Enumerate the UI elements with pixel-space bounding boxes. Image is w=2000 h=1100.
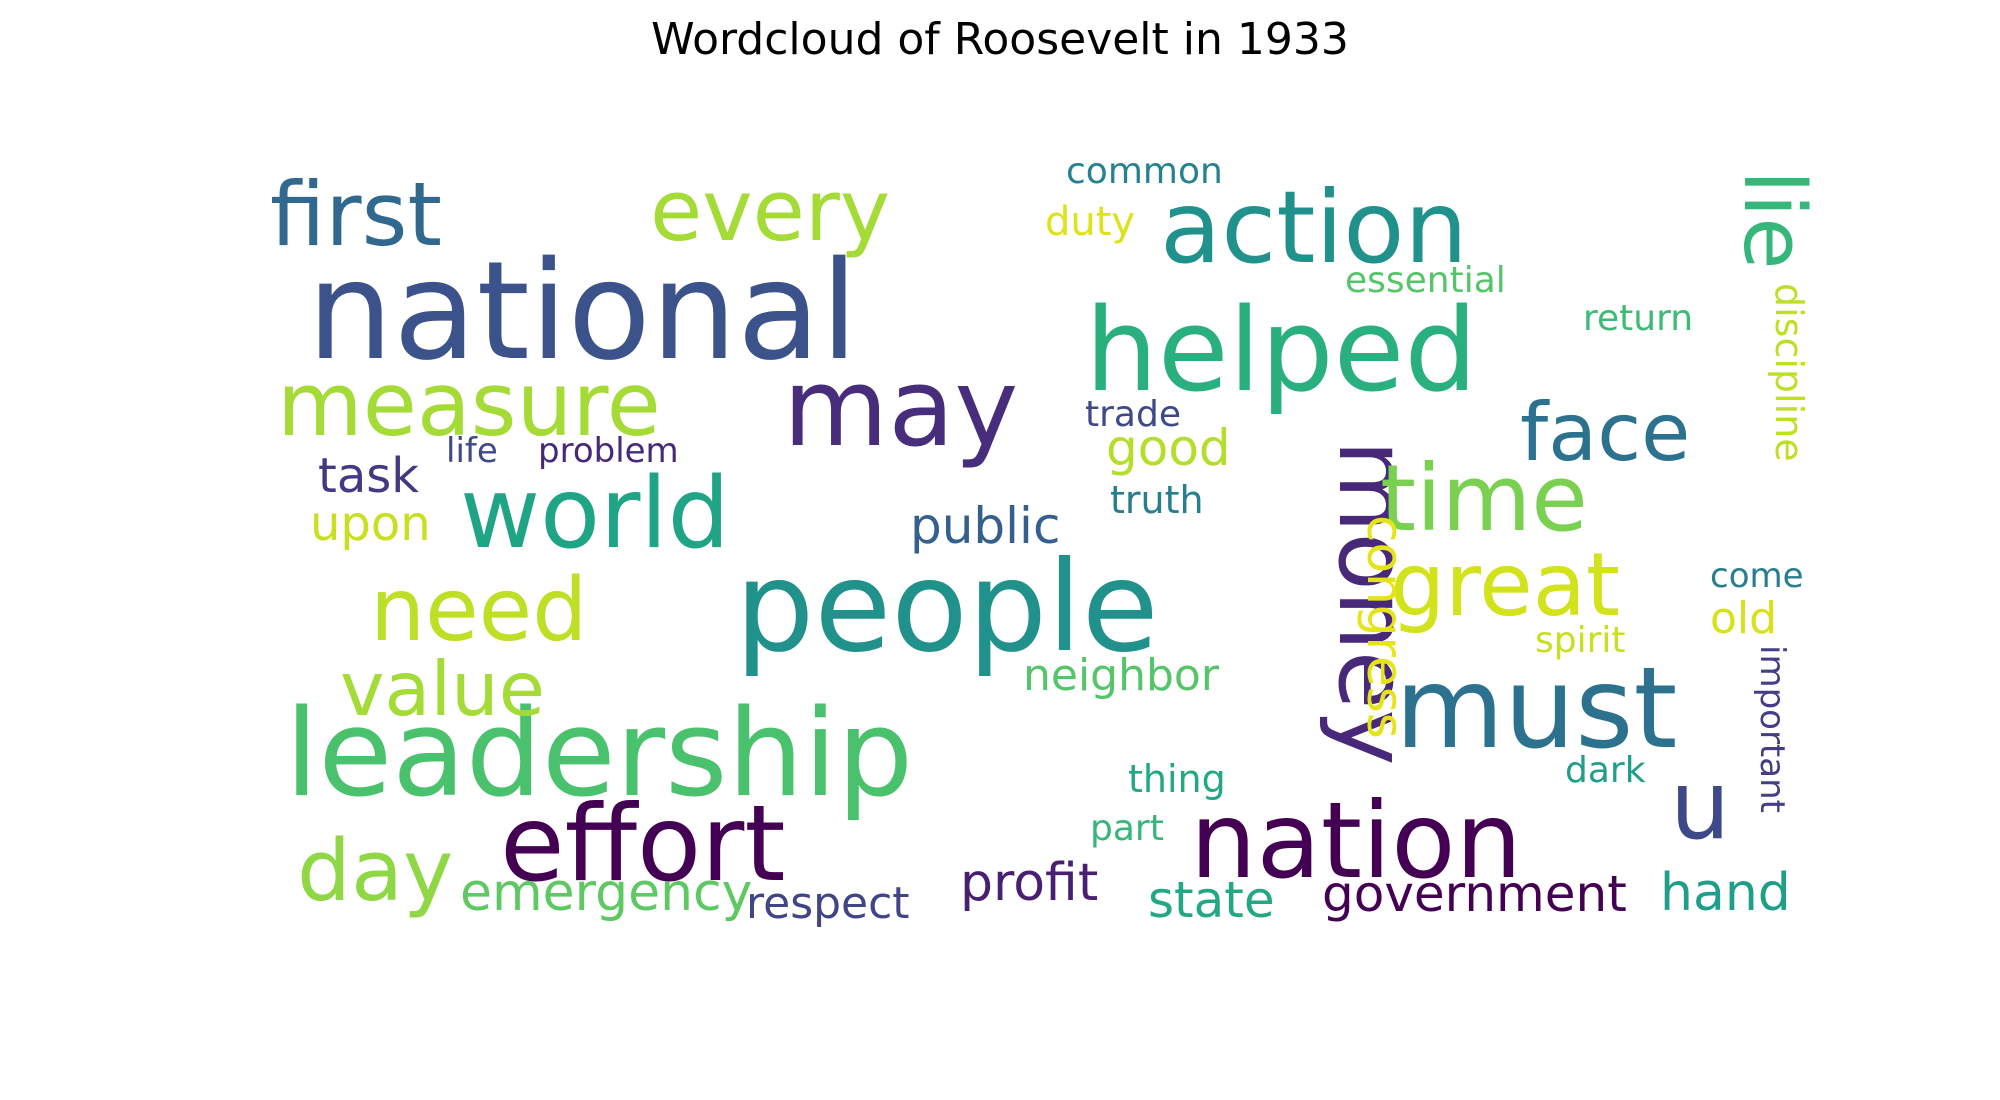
word-first: first: [270, 163, 442, 266]
word-discipline: discipline: [1767, 283, 1811, 462]
word-good: good: [1106, 419, 1231, 477]
word-emergency: emergency: [460, 863, 752, 923]
word-national: national: [307, 233, 858, 391]
word-common: common: [1066, 151, 1223, 192]
word-return: return: [1583, 298, 1693, 339]
word-value: value: [340, 645, 545, 733]
word-need: need: [370, 559, 587, 661]
word-every: every: [650, 162, 890, 261]
word-dark: dark: [1565, 750, 1646, 791]
page-title: Wordcloud of Roosevelt in 1933: [651, 14, 1349, 65]
word-money: money: [1317, 440, 1427, 766]
word-people: people: [735, 535, 1159, 680]
word-trade: trade: [1085, 394, 1181, 435]
word-spirit: spirit: [1535, 620, 1626, 661]
word-duty: duty: [1045, 199, 1135, 245]
word-come: come: [1710, 556, 1804, 596]
word-task: task: [318, 448, 419, 504]
word-thing: thing: [1128, 757, 1226, 801]
word-essential: essential: [1345, 260, 1506, 301]
word-helped: helped: [1085, 284, 1477, 418]
word-nation: nation: [1190, 780, 1522, 902]
word-may: may: [783, 346, 1018, 471]
word-old: old: [1710, 593, 1777, 644]
word-neighbor: neighbor: [1023, 650, 1220, 701]
word-state: state: [1148, 871, 1275, 929]
word-problem: problem: [538, 431, 679, 471]
word-profit: profit: [960, 853, 1098, 913]
word-action: action: [1160, 169, 1468, 286]
word-government: government: [1322, 865, 1627, 923]
word-time: time: [1380, 445, 1588, 552]
word-u: u: [1670, 751, 1730, 861]
word-life: life: [446, 431, 498, 471]
word-public: public: [910, 497, 1060, 555]
word-world: world: [460, 457, 730, 571]
word-hand: hand: [1660, 863, 1791, 923]
word-must: must: [1395, 644, 1677, 774]
word-part: part: [1090, 808, 1164, 849]
word-congress: congress: [1356, 515, 1414, 739]
word-effort: effort: [500, 783, 786, 905]
word-great: great: [1390, 534, 1620, 636]
word-measure: measure: [277, 353, 661, 456]
word-day: day: [297, 822, 453, 921]
word-important: important: [1752, 645, 1792, 813]
word-truth: truth: [1110, 478, 1204, 522]
word-respect: respect: [746, 878, 910, 929]
word-leadership: leadership: [285, 685, 913, 824]
word-face: face: [1520, 386, 1690, 479]
word-upon: upon: [310, 496, 431, 552]
word-lie: lie: [1724, 170, 1823, 270]
